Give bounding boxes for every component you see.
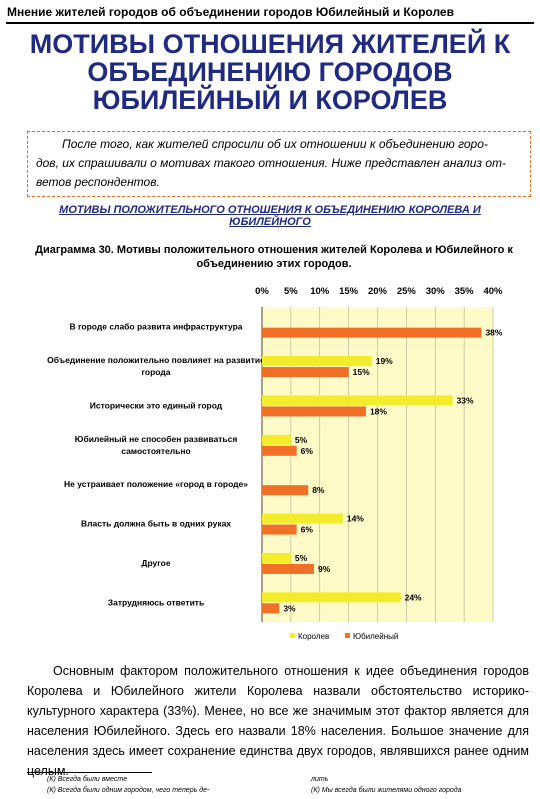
- x-tick-label: 10%: [310, 286, 330, 297]
- footnote-left-1: (К) Всегда были вместе: [47, 776, 128, 783]
- bar-yubileyny: [262, 563, 314, 574]
- legend-swatch: [290, 633, 295, 638]
- x-tick-label: 40%: [483, 286, 503, 297]
- data-label: 24%: [405, 592, 422, 602]
- intro-line-2: дов, их спрашивали о мотивах такого отно…: [36, 156, 507, 170]
- category-label: В городе слабо развита инфраструктура: [69, 322, 242, 332]
- category-label: Юбилейный не способен развиваться: [75, 434, 238, 444]
- legend-swatch: [345, 633, 350, 638]
- data-label: 33%: [457, 395, 474, 405]
- title-line-2: ОБЪЕДИНЕНИЮ ГОРОДОВ: [87, 57, 453, 87]
- header-rule: [6, 22, 534, 24]
- title-line-3: ЮБИЛЕЙНЫЙ И КОРОЛЕВ: [92, 85, 448, 115]
- section-title-line-1: МОТИВЫ ПОЛОЖИТЕЛЬНОГО ОТНОШЕНИЯ К ОБЪЕДИ…: [59, 204, 481, 216]
- x-tick-label: 25%: [397, 286, 417, 297]
- x-tick-label: 5%: [284, 286, 298, 297]
- title-line-1: МОТИВЫ ОТНОШЕНИЯ ЖИТЕЛЕЙ К: [29, 29, 511, 59]
- intro-line-3: ветов респондентов.: [36, 175, 160, 189]
- data-label: 19%: [376, 356, 393, 366]
- bar-korolev: [262, 552, 291, 563]
- category-label: Затрудняюсь ответить: [108, 597, 204, 607]
- legend-label: Королев: [298, 632, 329, 641]
- data-label: 3%: [283, 603, 296, 613]
- footnote-right-1: лить: [311, 776, 329, 783]
- page-title: МОТИВЫ ОТНОШЕНИЯ ЖИТЕЛЕЙ К ОБЪЕДИНЕНИЮ Г…: [0, 30, 540, 114]
- x-tick-label: 35%: [455, 286, 475, 297]
- footnote-rule: [27, 772, 152, 773]
- diagram-caption-line-1: Диаграмма 30. Мотивы положительного отно…: [35, 244, 513, 256]
- bar-yubileyny: [262, 603, 280, 614]
- x-tick-label: 30%: [426, 286, 446, 297]
- bar-yubileyny: [262, 367, 349, 378]
- category-label: Другое: [141, 558, 170, 568]
- bar-yubileyny: [262, 445, 297, 456]
- data-label: 9%: [318, 564, 331, 574]
- section-title: МОТИВЫ ПОЛОЖИТЕЛЬНОГО ОТНОШЕНИЯ К ОБЪЕДИ…: [20, 204, 520, 228]
- section-title-line-2: ЮБИЛЕЙНОГО: [229, 216, 311, 228]
- legend-label: Юбилейный: [353, 632, 398, 641]
- bar-korolev: [262, 434, 291, 445]
- footnote-right-2: (К) Мы всегда были жителями одного город…: [311, 787, 462, 794]
- category-label: Исторически это единый город: [90, 400, 223, 410]
- category-label: Власть должна быть в одних руках: [81, 519, 231, 529]
- bar-yubileyny: [262, 524, 297, 535]
- category-label: самостоятельно: [121, 446, 190, 456]
- bar-korolev: [262, 395, 453, 406]
- data-label: 8%: [312, 485, 325, 495]
- data-label: 18%: [370, 406, 387, 416]
- running-header: Мнение жителей городов об объединении го…: [7, 5, 454, 19]
- bar-yubileyny: [262, 485, 309, 496]
- x-tick-label: 0%: [255, 286, 269, 297]
- category-label: Объединение положительно повлияет на раз…: [47, 355, 265, 365]
- bar-korolev: [262, 592, 401, 603]
- bar-korolev: [262, 356, 372, 367]
- bar-korolev: [262, 513, 343, 524]
- data-label: 15%: [353, 367, 370, 377]
- intro-line-1: После того, как жителей спросили об их о…: [62, 137, 488, 151]
- bar-yubileyny: [262, 327, 482, 338]
- data-label: 5%: [295, 553, 308, 563]
- bar-yubileyny: [262, 406, 366, 417]
- intro-box: После того, как жителей спросили об их о…: [27, 131, 531, 197]
- x-tick-label: 15%: [339, 286, 359, 297]
- diagram-caption-line-2: объединению этих городов.: [196, 258, 352, 270]
- data-label: 14%: [347, 514, 364, 524]
- category-label: Не устраивает положение «город в городе»: [64, 479, 248, 489]
- body-paragraph: Основным фактором положительного отношен…: [27, 664, 529, 778]
- bar-chart: 0% 5% 10% 15% 20% 25% 30% 35% 40% В городе слабо …: [47, 286, 503, 641]
- data-label: 6%: [301, 525, 314, 535]
- category-label: города: [141, 367, 170, 377]
- data-label: 5%: [295, 435, 308, 445]
- data-label: 38%: [485, 328, 502, 338]
- diagram-caption: Диаграмма 30. Мотивы положительного отно…: [20, 243, 528, 271]
- footnote-left-2: (К) Всегда были одним городом, чего тепе…: [47, 787, 210, 794]
- data-label: 6%: [301, 446, 314, 456]
- x-tick-label: 20%: [368, 286, 388, 297]
